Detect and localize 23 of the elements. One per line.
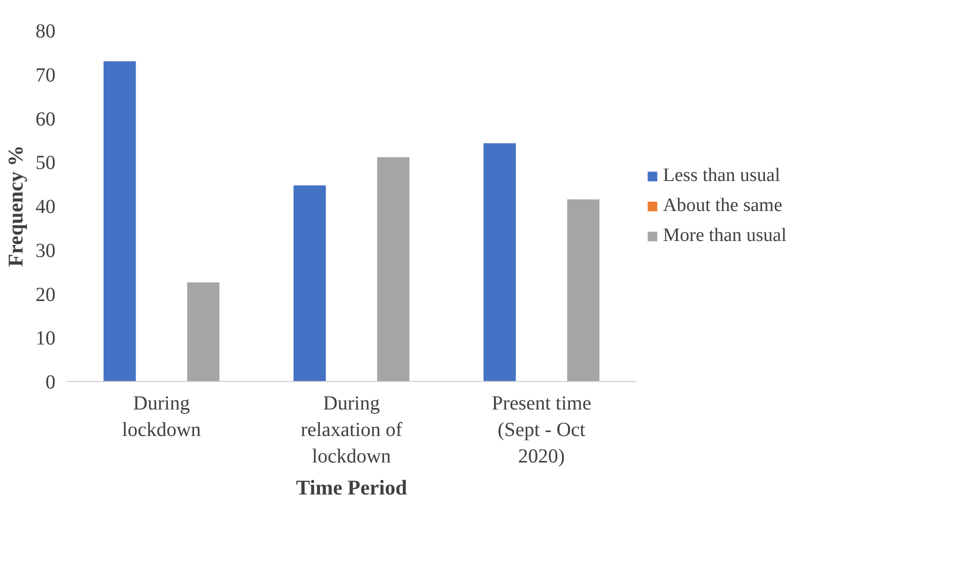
legend-label: About the same <box>663 194 782 216</box>
y-tick-label: 0 <box>46 372 56 394</box>
legend-label: More than usual <box>663 224 786 246</box>
bar <box>104 61 136 382</box>
x-tick-label: Present time (Sept - Oct 2020) <box>492 392 592 468</box>
y-tick-label: 70 <box>36 64 56 86</box>
y-tick-label: 80 <box>36 20 56 42</box>
x-tick-label: During relaxation of lockdown <box>300 392 403 468</box>
y-tick-label: 20 <box>36 284 56 306</box>
bar <box>294 185 326 382</box>
y-tick-label: 40 <box>36 196 56 218</box>
y-tick-label: 10 <box>36 328 56 350</box>
y-tick-label: 30 <box>36 240 56 262</box>
x-axis-title: Time Period <box>296 475 408 500</box>
bar <box>484 143 516 382</box>
x-tick-label: During lockdown <box>122 392 201 441</box>
y-axis-title: Frequency % <box>4 145 28 267</box>
bar <box>377 157 410 382</box>
bar <box>567 199 600 382</box>
legend-label: Less than usual <box>663 164 780 186</box>
y-tick-label: 60 <box>36 108 56 130</box>
y-tick-label: 50 <box>36 152 56 174</box>
bar <box>187 282 220 382</box>
